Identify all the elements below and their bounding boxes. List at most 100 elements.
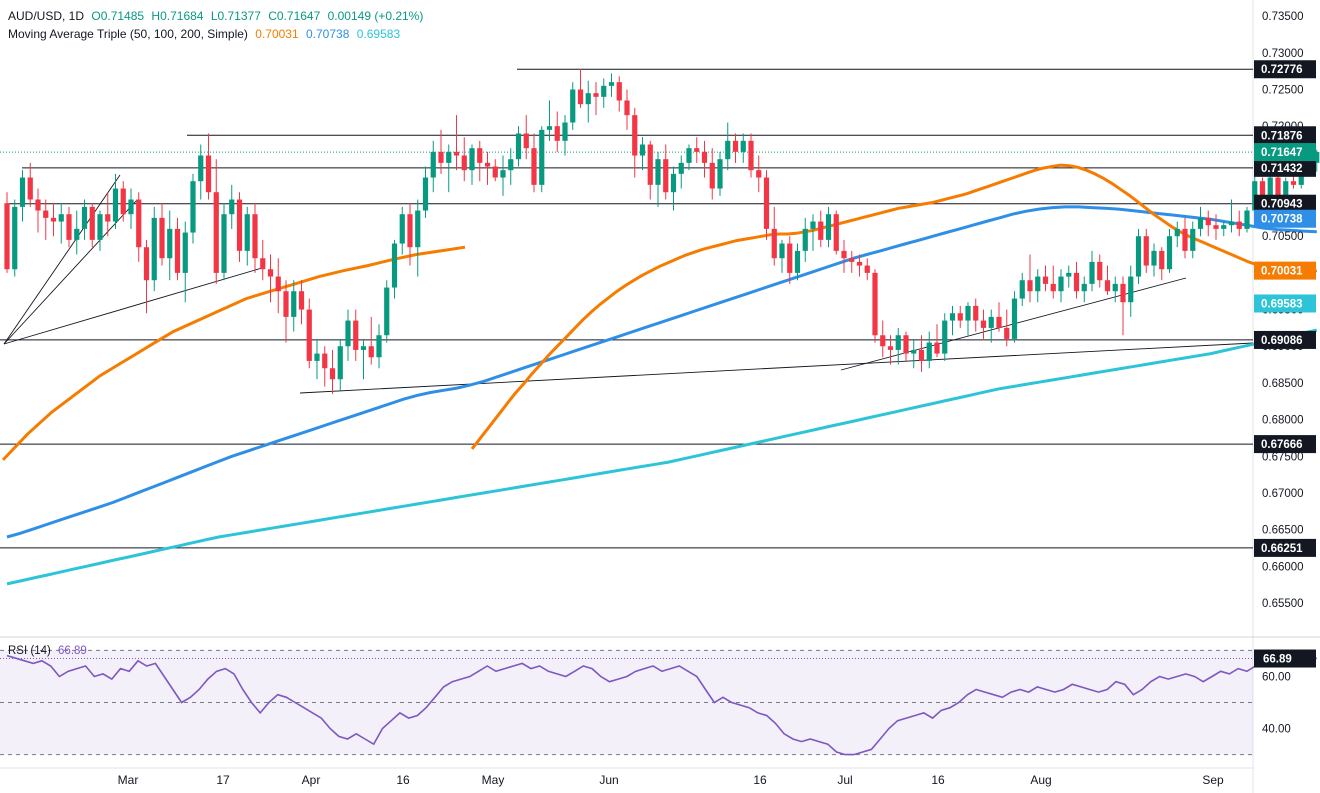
rsi-tick-label: 40.00 — [1262, 724, 1291, 736]
candle-body — [182, 232, 188, 273]
candle-body — [949, 313, 956, 321]
time-tick-label: 16 — [396, 773, 410, 787]
price-tick-label: 0.72500 — [1262, 84, 1304, 96]
candle-body — [678, 162, 684, 174]
candle-body — [500, 170, 506, 178]
candle-body — [190, 181, 196, 233]
candle-body — [1244, 210, 1250, 229]
candle-body — [1166, 236, 1173, 270]
ma-label: Moving Average Triple (50, 100, 200, Sim… — [8, 27, 248, 41]
candle-body — [58, 214, 64, 222]
ma200-line — [6, 328, 1318, 586]
candle-body — [1073, 272, 1080, 292]
candle-body — [50, 217, 57, 222]
candle-body — [43, 210, 49, 218]
candle-body — [926, 342, 932, 361]
candle-body — [1213, 225, 1219, 229]
level-label: 0.69086 — [1261, 335, 1303, 347]
candle-body — [802, 228, 808, 251]
time-tick-label: May — [482, 773, 505, 787]
candle-body — [965, 305, 971, 321]
candle-body — [763, 177, 770, 229]
price-tick-label: 0.70500 — [1262, 231, 1304, 243]
candle-body — [430, 151, 436, 178]
candle-body — [841, 250, 847, 259]
level-label: 0.66251 — [1261, 543, 1303, 555]
candle-body — [717, 159, 723, 189]
ma-label-box — [1254, 261, 1316, 280]
candle-body — [539, 129, 545, 185]
candle-body — [546, 126, 553, 130]
trend-line — [3, 174, 121, 345]
candle-body — [461, 155, 467, 171]
trend-line — [299, 342, 1254, 394]
time-tick-label: Jun — [599, 773, 618, 787]
candle-body — [1104, 280, 1111, 292]
level-label: 0.72776 — [1261, 64, 1303, 76]
candle-body — [236, 199, 243, 251]
level-label-box — [1254, 194, 1316, 213]
candle-body — [973, 305, 979, 321]
candle-body — [732, 140, 739, 152]
candle-body — [523, 133, 529, 149]
level-label: 0.70943 — [1261, 199, 1303, 211]
candle-body — [151, 217, 157, 281]
candle-body — [1066, 272, 1072, 277]
candle-body — [105, 214, 111, 222]
candle-body — [562, 122, 568, 141]
candle-body — [97, 214, 103, 240]
candle-body — [1236, 221, 1242, 229]
candle-body — [779, 243, 785, 259]
candle-body — [531, 148, 537, 185]
candle-body — [639, 144, 646, 156]
candle-body — [585, 93, 591, 105]
level-label-box — [1254, 330, 1316, 349]
candle-body — [260, 258, 266, 270]
rsi-line — [6, 652, 1318, 756]
candle-body — [275, 276, 281, 292]
candle-body — [787, 243, 793, 273]
candle-body — [89, 206, 95, 240]
candle-body — [1314, 151, 1320, 163]
candle-body — [329, 368, 336, 380]
candle-body — [663, 159, 669, 193]
candle-body — [1197, 217, 1204, 229]
candle-body — [360, 346, 367, 350]
candle-body — [942, 320, 948, 354]
candle-body — [477, 148, 483, 163]
candle-body — [283, 291, 289, 317]
candle-body — [399, 214, 405, 244]
time-tick-label: Apr — [302, 773, 321, 787]
candle-body — [74, 228, 80, 240]
time-tick-label: Mar — [118, 773, 139, 787]
level-label-box — [1254, 158, 1316, 177]
price-tick-label: 0.66500 — [1262, 525, 1304, 537]
ma-label-box — [1254, 294, 1316, 313]
candle-body — [407, 214, 413, 248]
candle-body — [1190, 228, 1196, 251]
candle-body — [368, 346, 374, 358]
candle-body — [903, 335, 909, 354]
price-tick-label: 0.67500 — [1262, 451, 1304, 463]
candle-body — [267, 269, 274, 277]
candle-body — [647, 144, 653, 185]
last-price-label: 0.71647 — [1261, 147, 1303, 159]
candle-body — [1151, 250, 1157, 266]
candle-body — [1120, 283, 1126, 303]
candle-body — [81, 206, 88, 229]
level-label-box — [1254, 126, 1316, 145]
candle-body — [740, 140, 746, 152]
candle-body — [12, 206, 18, 270]
rsi-value-box — [1254, 649, 1316, 668]
candle-body — [120, 188, 126, 215]
candle-body — [872, 272, 878, 336]
candle-body — [1135, 236, 1142, 277]
candle-body — [825, 214, 832, 240]
rsi-legend: RSI (14) 66.89 — [8, 645, 91, 657]
candle-body — [1143, 236, 1149, 266]
candle-body — [1112, 283, 1118, 292]
candles — [4, 68, 1320, 394]
candle-body — [167, 228, 173, 259]
candle-body — [1011, 298, 1018, 339]
time-tick-label: 16 — [753, 773, 767, 787]
